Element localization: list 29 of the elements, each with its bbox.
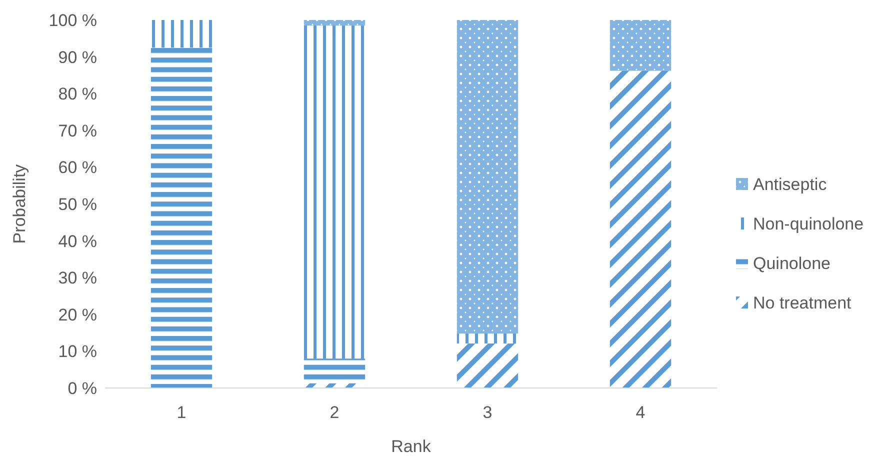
y-tick-label: 90 % (58, 48, 97, 67)
y-tick-label: 40 % (58, 232, 97, 251)
bar (150, 48, 212, 388)
x-tick-label: 2 (330, 403, 340, 422)
y-tick-label: 80 % (58, 84, 97, 104)
bar (610, 20, 672, 71)
bar (150, 20, 212, 48)
y-tick-label: 10 % (58, 342, 97, 362)
x-tick-label: 4 (636, 403, 646, 422)
bar (304, 358, 366, 384)
y-tick-label: 0 % (68, 378, 97, 398)
legend-label: No treatment (753, 293, 852, 312)
bar (304, 20, 366, 26)
bar (456, 20, 518, 334)
legend-label: Antiseptic (753, 174, 828, 194)
y-tick-label: 20 % (58, 305, 97, 324)
y-tick-label: 100 % (48, 10, 97, 30)
bar (610, 70, 672, 388)
bar (304, 26, 366, 359)
y-tick-label: 30 % (58, 268, 97, 288)
x-tick-label: 3 (482, 403, 492, 422)
y-tick-label: 70 % (58, 121, 97, 140)
y-tick-label: 50 % (58, 194, 97, 214)
legend-label: Non-quinolone (753, 214, 864, 234)
y-axis-title: Probability (10, 164, 29, 244)
x-tick-label: 1 (176, 403, 186, 422)
y-tick-label: 60 % (58, 158, 97, 178)
x-axis-title: Rank (391, 437, 432, 456)
legend-label: Quinolone (753, 254, 831, 273)
